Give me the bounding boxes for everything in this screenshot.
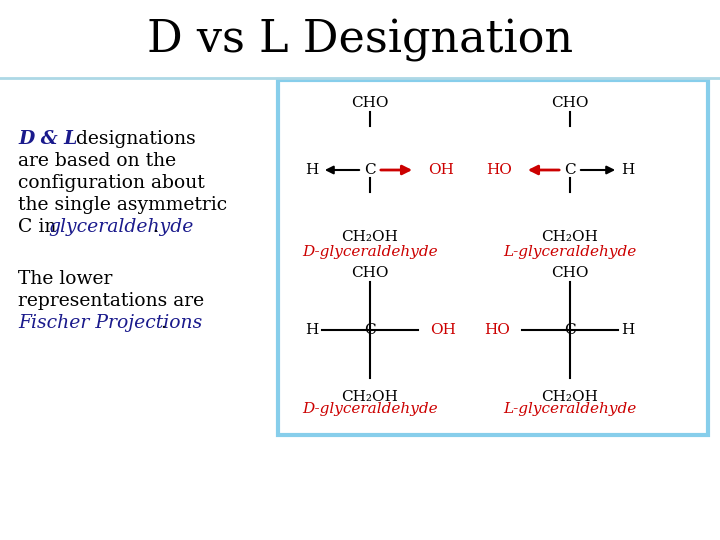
Text: CH₂OH: CH₂OH — [541, 230, 598, 244]
Text: CH₂OH: CH₂OH — [541, 390, 598, 404]
Text: CHO: CHO — [552, 266, 589, 280]
Text: D-glyceraldehyde: D-glyceraldehyde — [302, 402, 438, 416]
Text: the single asymmetric: the single asymmetric — [18, 196, 227, 214]
Text: are based on the: are based on the — [18, 152, 176, 170]
Text: HO: HO — [484, 323, 510, 337]
Text: C in: C in — [18, 218, 63, 236]
Text: L-glyceraldehyde: L-glyceraldehyde — [503, 245, 636, 259]
Text: CH₂OH: CH₂OH — [341, 230, 398, 244]
Text: .: . — [152, 218, 158, 236]
Text: C: C — [564, 163, 576, 177]
Text: CHO: CHO — [351, 96, 389, 110]
Text: .: . — [160, 314, 166, 332]
Text: C: C — [364, 323, 376, 337]
Text: glyceraldehyde: glyceraldehyde — [48, 218, 194, 236]
Text: D-glyceraldehyde: D-glyceraldehyde — [302, 245, 438, 259]
Text: D & L: D & L — [18, 130, 77, 148]
Text: CHO: CHO — [351, 266, 389, 280]
Text: C: C — [564, 323, 576, 337]
Text: OH: OH — [428, 163, 454, 177]
Text: configuration about: configuration about — [18, 174, 204, 192]
Text: CH₂OH: CH₂OH — [341, 390, 398, 404]
Text: HO: HO — [486, 163, 512, 177]
Text: H: H — [621, 163, 634, 177]
Text: C: C — [364, 163, 376, 177]
Text: designations: designations — [70, 130, 196, 148]
Text: L-glyceraldehyde: L-glyceraldehyde — [503, 402, 636, 416]
FancyBboxPatch shape — [278, 80, 708, 435]
Text: D vs L Designation: D vs L Designation — [147, 18, 573, 62]
Text: The lower: The lower — [18, 270, 112, 288]
Text: H: H — [621, 323, 634, 337]
Text: OH: OH — [430, 323, 456, 337]
Text: CHO: CHO — [552, 96, 589, 110]
Text: H: H — [305, 163, 319, 177]
Text: H: H — [305, 323, 319, 337]
Text: Fischer Projections: Fischer Projections — [18, 314, 202, 332]
Text: representations are: representations are — [18, 292, 204, 310]
